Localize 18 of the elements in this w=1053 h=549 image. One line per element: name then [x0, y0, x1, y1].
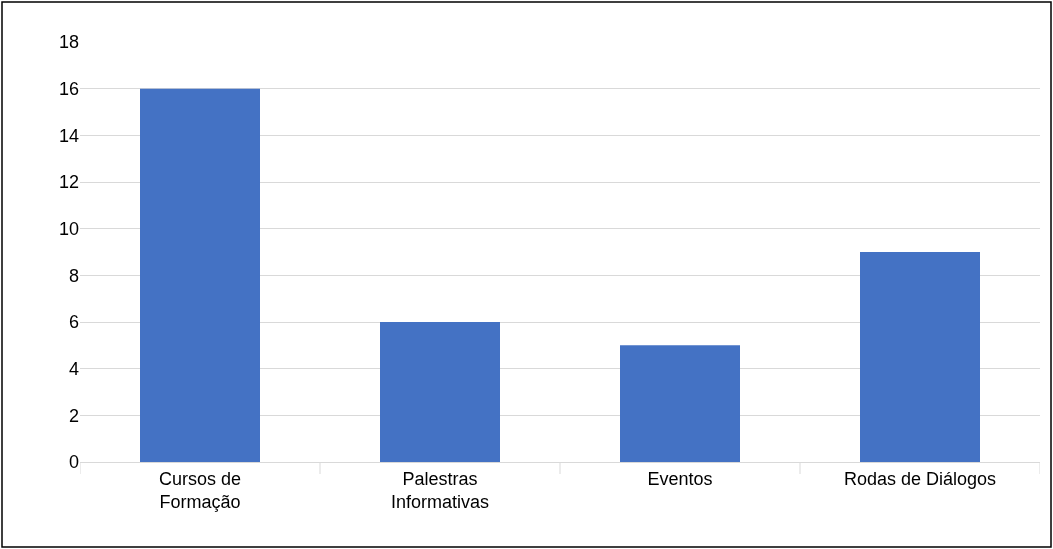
bar [380, 322, 500, 462]
x-tick-label: Cursos de Formação [158, 468, 242, 512]
y-tick-label: 0 [68, 452, 79, 473]
bar [620, 345, 740, 462]
x-tick-label: Palestras Informativas [390, 468, 490, 512]
x-tick-label: Rodas de Diálogos [843, 468, 997, 489]
y-tick-label: 6 [68, 312, 79, 333]
y-tick-label: 12 [58, 172, 79, 193]
y-tick-label: 10 [58, 218, 79, 239]
bar [140, 88, 260, 462]
y-tick-label: 2 [68, 405, 79, 426]
x-tick-label: Eventos [647, 468, 713, 489]
y-tick-label: 16 [58, 78, 79, 99]
y-tick-label: 18 [58, 32, 79, 53]
y-tick-label: 4 [68, 358, 79, 379]
y-tick-label: 8 [68, 265, 79, 286]
bar [860, 252, 980, 462]
y-tick-label: 14 [58, 125, 79, 146]
